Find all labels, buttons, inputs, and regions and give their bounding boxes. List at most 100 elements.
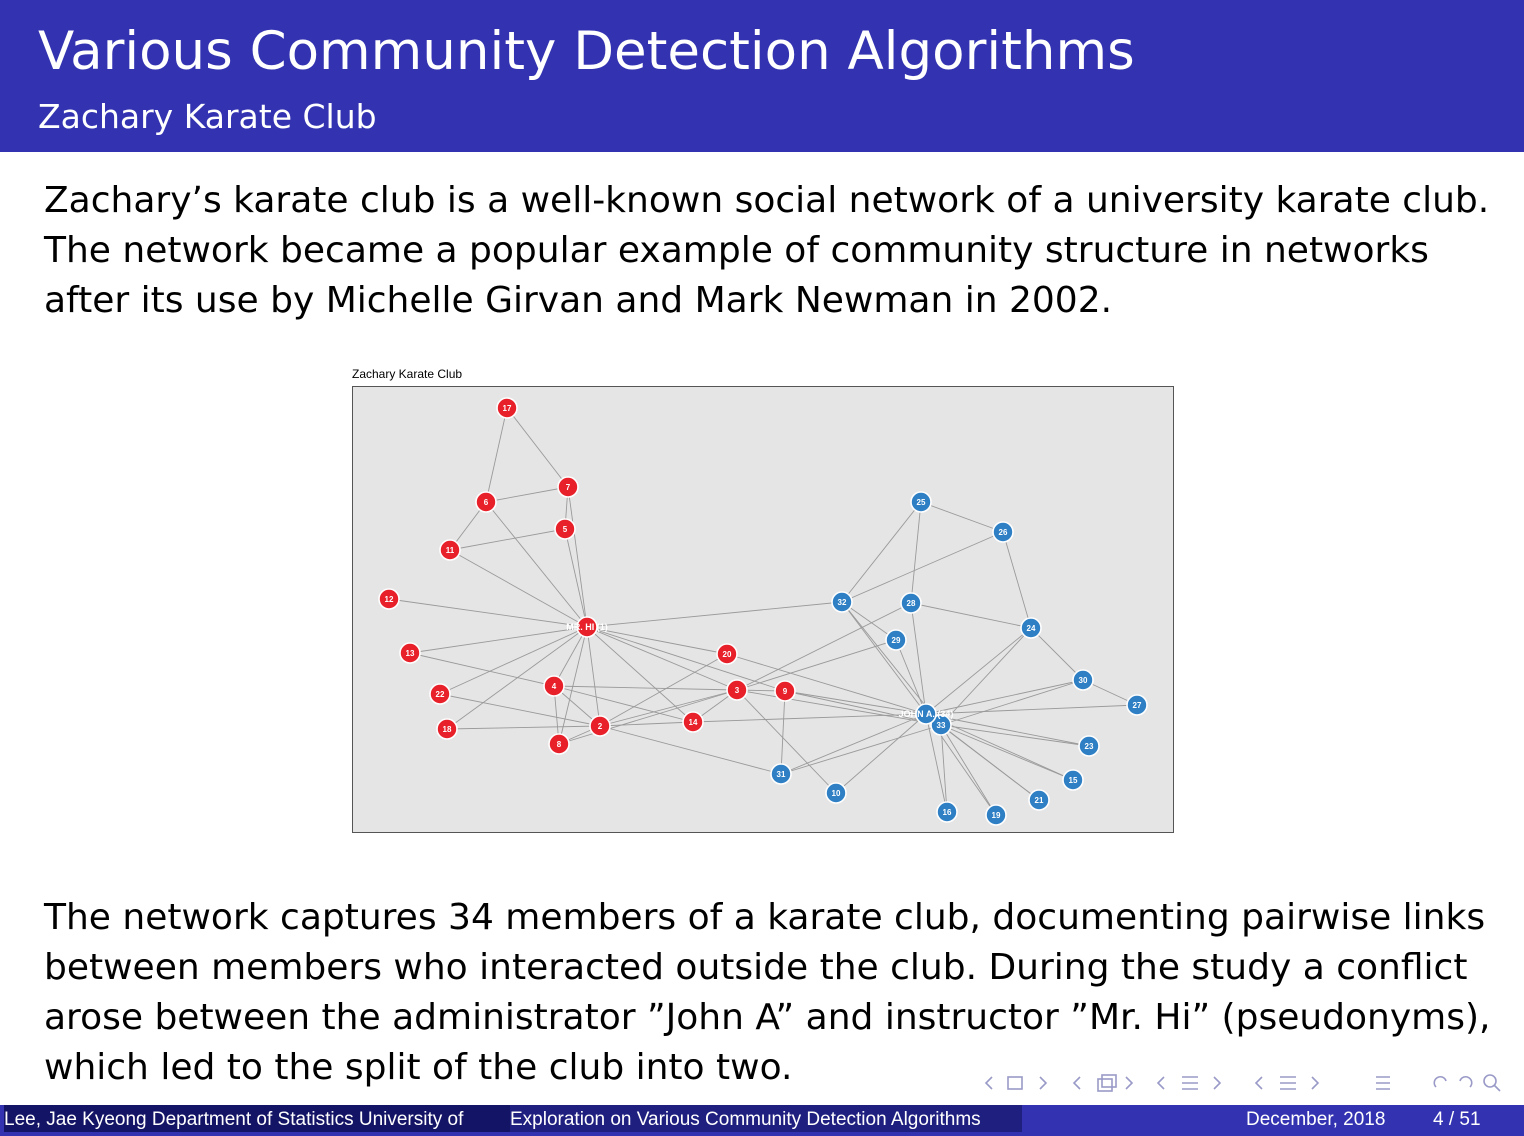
graph-node-31: 31 (770, 763, 792, 785)
graph-edge-24-28 (910, 602, 1032, 629)
node-circle-24 (1020, 617, 1042, 639)
graph-edge-9-33 (784, 690, 942, 726)
node-label-14: 14 (689, 718, 698, 727)
nav-subsection-next-icon[interactable] (1125, 1076, 1134, 1090)
graph-edge-9-31 (780, 690, 786, 775)
graph-node-29: 29 (885, 629, 907, 651)
graph-node-21: 21 (1028, 789, 1050, 811)
graph-edge-30-33 (940, 679, 1084, 726)
graph-edge-31-34 (780, 713, 927, 775)
graph-edge-23-33 (940, 724, 1090, 747)
nav-search-icon[interactable] (1483, 1074, 1501, 1092)
graph-edge-3-4 (553, 685, 738, 691)
node-label-18: 18 (443, 725, 452, 734)
node-label-5: 5 (563, 525, 568, 534)
node-circle-25 (910, 491, 932, 513)
node-circle-12 (378, 588, 400, 610)
node-label-11: 11 (446, 546, 455, 555)
graph-edge-1-4 (553, 626, 588, 687)
nav-slide-icon[interactable] (1280, 1076, 1296, 1090)
nav-toc-icon[interactable] (1376, 1076, 1390, 1090)
nav-section-icon[interactable] (1182, 1076, 1198, 1090)
graph-edge-3-10 (736, 689, 837, 794)
network-graph: MR. HI (1)234567891011121314151617181920… (378, 397, 1148, 826)
node-circle-4 (543, 675, 565, 697)
graph-edge-3-33 (736, 689, 942, 726)
node-circle-32 (831, 591, 853, 613)
graph-edge-4-14 (553, 685, 694, 723)
graph-edge-1-11 (449, 549, 588, 628)
footer-talk-title: Exploration on Various Community Detecti… (510, 1105, 1022, 1132)
nav-frame-prev-icon[interactable] (984, 1076, 993, 1090)
intro-paragraph: Zachary’s karate club is a well-known so… (44, 180, 1490, 321)
graph-edge-1-3 (586, 626, 738, 691)
graph-edge-25-28 (910, 501, 922, 604)
graph-edge-25-32 (841, 501, 922, 603)
graph-node-7: 7 (557, 476, 579, 498)
graph-node-18: 18 (436, 718, 458, 740)
node-circle-34 (915, 703, 937, 725)
node-circle-21 (1028, 789, 1050, 811)
graph-edge-5-11 (449, 528, 566, 551)
graph-node-16: 16 (936, 801, 958, 823)
graph-node-32: 32 (831, 591, 853, 613)
node-label-17: 17 (503, 404, 512, 413)
slide-title: Various Community Detection Algorithms (38, 21, 1135, 82)
figure-title: Zachary Karate Club (352, 367, 463, 381)
graph-node-27: 27 (1126, 694, 1148, 716)
node-circle-19 (985, 804, 1007, 826)
graph-edge-1-22 (439, 626, 588, 695)
graph-edge-1-13 (409, 626, 588, 654)
nav-subsection-icon[interactable] (1097, 1074, 1117, 1092)
nav-forward-icon[interactable] (1459, 1075, 1473, 1088)
node-label-10: 10 (832, 789, 841, 798)
beamer-navigation (984, 1074, 1501, 1092)
nav-back-icon[interactable] (1433, 1075, 1447, 1088)
node-label-13: 13 (406, 649, 415, 658)
graph-edge-1-12 (388, 598, 588, 628)
nav-frame-next-icon[interactable] (1039, 1076, 1048, 1090)
graph-edge-16-34 (925, 713, 948, 813)
node-label-23: 23 (1085, 742, 1094, 751)
graph-edge-6-17 (485, 407, 508, 503)
slide-subtitle: Zachary Karate Club (38, 97, 377, 136)
graph-edge-2-18 (446, 725, 601, 730)
graph-node-1: MR. HI (1) (566, 616, 608, 638)
footer-page-number: 4 / 51 (1433, 1109, 1481, 1130)
nav-frame-icon[interactable] (1007, 1076, 1023, 1090)
node-circle-1 (576, 616, 598, 638)
node-label-24: 24 (1027, 624, 1036, 633)
node-circle-28 (900, 592, 922, 614)
graph-node-34: JOHN A. (34) (899, 703, 953, 725)
node-circle-10 (825, 782, 847, 804)
nav-slide-next-icon[interactable] (1311, 1076, 1320, 1090)
graph-edge-1-7 (567, 486, 588, 628)
node-label-30: 30 (1079, 676, 1088, 685)
graph-edge-24-34 (925, 627, 1032, 715)
node-circle-13 (399, 642, 421, 664)
node-label-28: 28 (907, 599, 916, 608)
nav-section-prev-icon[interactable] (1156, 1076, 1165, 1090)
nav-slide-prev-icon[interactable] (1254, 1076, 1263, 1090)
nav-subsection-prev-icon[interactable] (1072, 1076, 1081, 1090)
node-circle-18 (436, 718, 458, 740)
graph-edge-1-2 (586, 626, 601, 727)
node-label-8: 8 (557, 740, 562, 749)
node-circle-9 (774, 680, 796, 702)
graph-node-14: 14 (682, 711, 704, 733)
graph-node-13: 13 (399, 642, 421, 664)
node-circle-5 (554, 518, 576, 540)
graph-edge-31-33 (780, 724, 942, 775)
graph-node-12: 12 (378, 588, 400, 610)
footer-author: Lee, Jae Kyeong Department of Statistics… (4, 1105, 510, 1132)
node-label-3: 3 (735, 686, 740, 695)
graph-edge-3-28 (736, 602, 912, 691)
graph-node-15: 15 (1062, 769, 1084, 791)
graph-node-5: 5 (554, 518, 576, 540)
graph-edge-25-26 (920, 501, 1004, 533)
graph-edge-4-13 (409, 652, 555, 687)
network-figure: Zachary Karate Club MR. HI (1) 2 3 4 5 6 7 8 9 10… (345, 362, 1185, 844)
graph-edge-10-34 (835, 713, 927, 794)
graph-edge-24-26 (1002, 531, 1032, 629)
nav-section-next-icon[interactable] (1213, 1076, 1222, 1090)
